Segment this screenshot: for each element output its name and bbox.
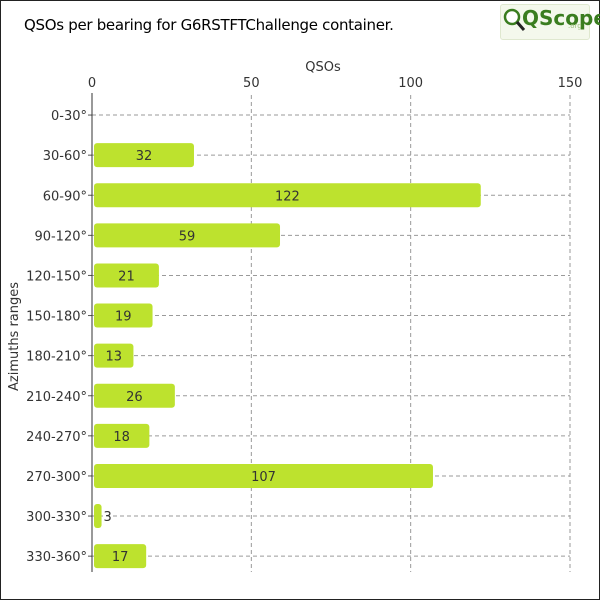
bar (94, 183, 481, 208)
category-label: 0-30° (51, 109, 87, 124)
bar-value-label: 3 (104, 510, 112, 525)
bar (94, 303, 153, 328)
bar-value-label: 59 (179, 229, 196, 244)
category-label: 300-330° (26, 510, 87, 525)
x-tick-label: 50 (243, 76, 260, 91)
bar-value-label: 26 (126, 390, 143, 405)
bar-value-label: 107 (251, 470, 276, 485)
category-label: 180-210° (26, 350, 87, 365)
chart-title: QSOs per bearing for G6RSTFTChallenge co… (24, 16, 394, 34)
bar (94, 343, 134, 368)
bar (94, 223, 281, 248)
bar (94, 263, 159, 288)
bar-value-label: 13 (105, 350, 122, 365)
category-label: 60-90° (43, 189, 87, 204)
category-label: 330-360° (26, 550, 87, 565)
x-tick-label: 150 (558, 76, 583, 91)
category-label: 120-150° (26, 269, 87, 284)
logo-text: QScope (522, 6, 600, 30)
category-label: 210-240° (26, 390, 87, 405)
x-axis-title: QSOs (305, 60, 341, 75)
category-label: 90-120° (34, 229, 87, 244)
category-label: 270-300° (26, 470, 87, 485)
bar (94, 383, 175, 408)
bar-value-label: 19 (115, 310, 132, 325)
logo-sub: .org (568, 22, 582, 30)
bar-value-label: 32 (136, 149, 153, 164)
bar-value-label: 21 (118, 269, 135, 284)
bar-value-label: 122 (275, 189, 300, 204)
bar (94, 463, 433, 488)
bar-value-label: 18 (113, 430, 130, 445)
bar (94, 544, 147, 569)
bar (94, 143, 194, 168)
category-label: 30-60° (43, 149, 87, 164)
bar-value-label: 17 (112, 550, 129, 565)
x-tick-label: 100 (398, 76, 423, 91)
bar (94, 423, 150, 448)
x-tick-label: 0 (88, 76, 96, 91)
category-label: 150-180° (26, 310, 87, 325)
bar (94, 504, 102, 529)
category-label: 240-270° (26, 430, 87, 445)
y-axis-title: Azimuths ranges (7, 282, 22, 391)
